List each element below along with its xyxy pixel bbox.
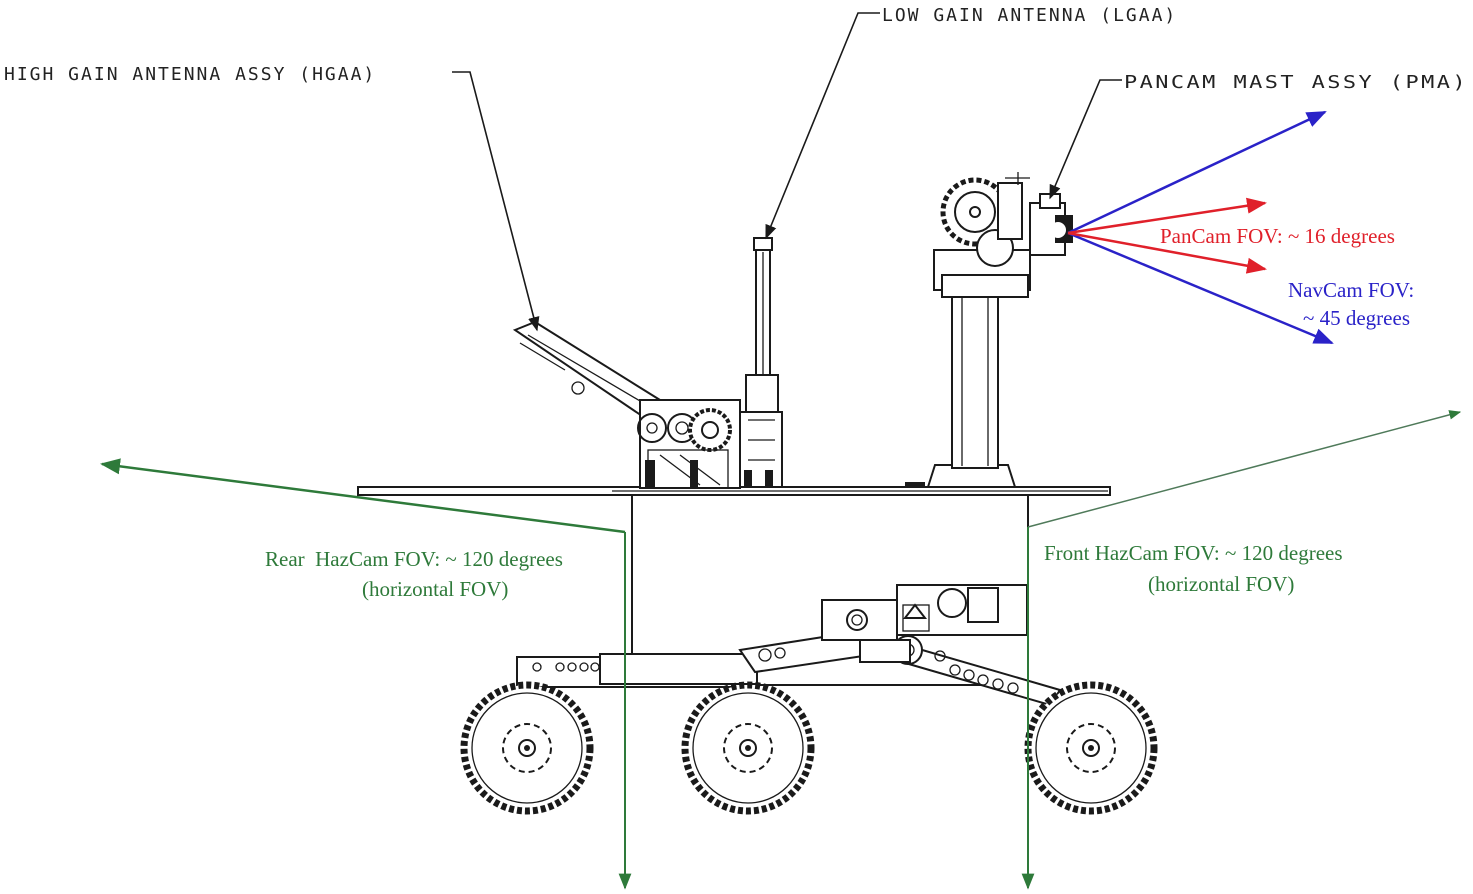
rear-hazcam-fov-label-line2: (horizontal FOV) [362,577,508,601]
navcam-fov-label-line1: NavCam FOV: [1288,278,1414,302]
high-gain-antenna [512,320,741,489]
rear-hazcam-fov-rays [100,458,632,890]
front-hazcam-fov-rays [1021,410,1462,890]
front-hazcam-fov-label-line2: (horizontal FOV) [1148,572,1294,596]
wheel-front [1024,681,1158,815]
pancam-head [940,172,1073,267]
wheel-middle [681,681,815,815]
pancam-fov-rays [1067,197,1267,274]
navcam-fov-label-line2: ~ 45 degrees [1303,306,1410,330]
pancam-fov-label: PanCam FOV: ~ 16 degrees [1160,224,1395,248]
pma-label: PANCAM MAST ASSY (PMA) [1124,72,1468,93]
lgaa-label: LOW GAIN ANTENNA (LGAA) [882,5,1177,26]
pancam-mast [926,249,1031,488]
low-gain-antenna [739,237,783,488]
pma-leader [1049,79,1122,200]
lgaa-leader [765,12,880,240]
rover-drawing [357,172,1158,815]
hgaa-leader [452,71,540,332]
rear-hazcam-fov-label-line1: Rear HazCam FOV: ~ 120 degrees [265,547,563,571]
navcam-fov-rays [1067,110,1334,345]
wheel-rear [460,681,594,815]
front-hazcam-fov-label-line1: Front HazCam FOV: ~ 120 degrees [1044,541,1343,565]
hgaa-label: HIGH GAIN ANTENNA ASSY (HGAA) [4,64,376,85]
